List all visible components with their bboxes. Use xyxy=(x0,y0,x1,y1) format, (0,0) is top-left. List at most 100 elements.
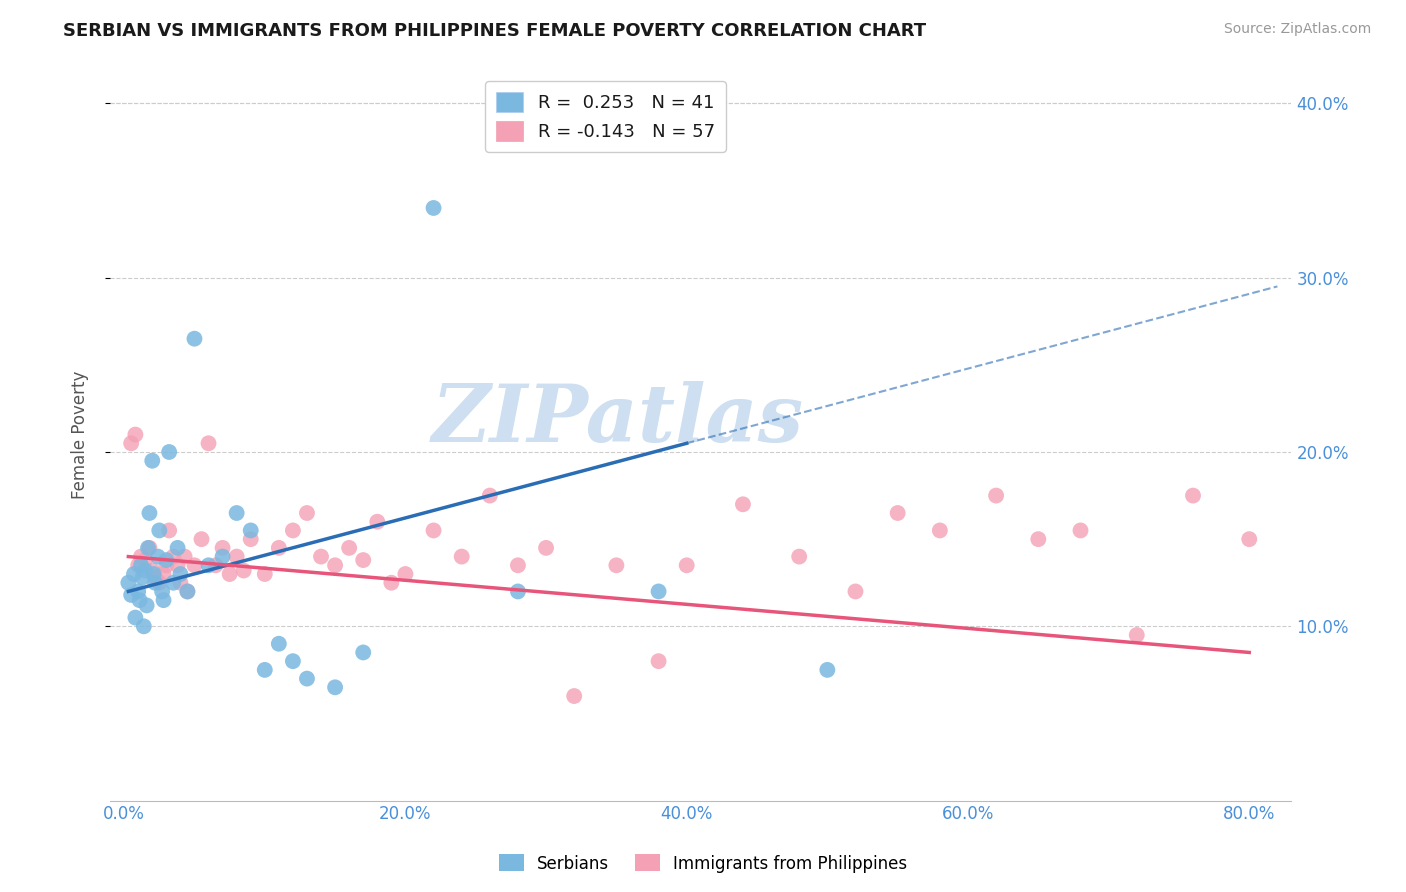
Point xyxy=(1069,524,1091,538)
Point xyxy=(647,654,669,668)
Point xyxy=(239,532,262,546)
Point xyxy=(506,558,529,573)
Point xyxy=(146,549,169,564)
Point xyxy=(731,497,754,511)
Point xyxy=(142,567,165,582)
Text: SERBIAN VS IMMIGRANTS FROM PHILIPPINES FEMALE POVERTY CORRELATION CHART: SERBIAN VS IMMIGRANTS FROM PHILIPPINES F… xyxy=(63,22,927,40)
Point xyxy=(1239,532,1261,546)
Point xyxy=(183,558,205,573)
Point xyxy=(239,524,262,538)
Y-axis label: Female Poverty: Female Poverty xyxy=(72,370,89,499)
Point xyxy=(155,553,177,567)
Point xyxy=(1126,628,1149,642)
Point xyxy=(225,549,247,564)
Point xyxy=(129,558,152,573)
Point xyxy=(253,663,276,677)
Point xyxy=(225,506,247,520)
Point xyxy=(117,575,139,590)
Point xyxy=(166,558,188,573)
Point xyxy=(366,515,388,529)
Legend: Serbians, Immigrants from Philippines: Serbians, Immigrants from Philippines xyxy=(492,847,914,880)
Point xyxy=(204,558,226,573)
Point xyxy=(143,575,166,590)
Point xyxy=(120,436,142,450)
Point xyxy=(211,541,233,555)
Legend: R =  0.253   N = 41, R = -0.143   N = 57: R = 0.253 N = 41, R = -0.143 N = 57 xyxy=(485,81,725,152)
Point xyxy=(138,506,160,520)
Point xyxy=(127,558,149,573)
Point xyxy=(141,453,163,467)
Point xyxy=(124,610,146,624)
Point xyxy=(605,558,627,573)
Point xyxy=(148,524,170,538)
Point xyxy=(129,549,152,564)
Point xyxy=(120,588,142,602)
Point xyxy=(128,593,150,607)
Point xyxy=(422,524,444,538)
Point xyxy=(211,549,233,564)
Point xyxy=(162,549,184,564)
Point xyxy=(127,584,149,599)
Point xyxy=(136,541,159,555)
Point xyxy=(173,549,195,564)
Point xyxy=(134,553,156,567)
Point xyxy=(323,558,346,573)
Point xyxy=(886,506,908,520)
Point xyxy=(928,524,950,538)
Point xyxy=(218,567,240,582)
Point xyxy=(134,564,156,578)
Point xyxy=(143,570,166,584)
Point xyxy=(124,427,146,442)
Point xyxy=(647,584,669,599)
Point xyxy=(267,637,290,651)
Point xyxy=(138,541,160,555)
Point xyxy=(787,549,810,564)
Point xyxy=(169,567,191,582)
Point xyxy=(323,681,346,695)
Point xyxy=(148,575,170,590)
Point xyxy=(281,654,304,668)
Point xyxy=(190,532,212,546)
Point xyxy=(675,558,697,573)
Point xyxy=(309,549,332,564)
Point xyxy=(155,558,177,573)
Point xyxy=(295,506,318,520)
Point xyxy=(176,584,198,599)
Point xyxy=(281,524,304,538)
Point xyxy=(352,553,374,567)
Point xyxy=(141,564,163,578)
Point xyxy=(122,567,145,582)
Point xyxy=(267,541,290,555)
Point xyxy=(150,584,173,599)
Point xyxy=(197,558,219,573)
Point xyxy=(157,524,180,538)
Point xyxy=(232,564,254,578)
Point xyxy=(422,201,444,215)
Point xyxy=(984,489,1007,503)
Point xyxy=(337,541,360,555)
Point xyxy=(135,599,157,613)
Point xyxy=(169,575,191,590)
Point xyxy=(352,645,374,659)
Point xyxy=(131,570,153,584)
Point xyxy=(1182,489,1205,503)
Point xyxy=(295,672,318,686)
Point xyxy=(844,584,866,599)
Text: Source: ZipAtlas.com: Source: ZipAtlas.com xyxy=(1223,22,1371,37)
Point xyxy=(394,567,416,582)
Point xyxy=(562,689,585,703)
Point xyxy=(162,575,184,590)
Point xyxy=(197,436,219,450)
Point xyxy=(157,445,180,459)
Point xyxy=(253,567,276,582)
Point xyxy=(380,575,402,590)
Point xyxy=(815,663,838,677)
Point xyxy=(478,489,501,503)
Point xyxy=(1026,532,1049,546)
Point xyxy=(152,567,174,582)
Point xyxy=(534,541,557,555)
Text: ZIPatlas: ZIPatlas xyxy=(432,381,804,458)
Point xyxy=(132,619,155,633)
Point xyxy=(506,584,529,599)
Point xyxy=(152,593,174,607)
